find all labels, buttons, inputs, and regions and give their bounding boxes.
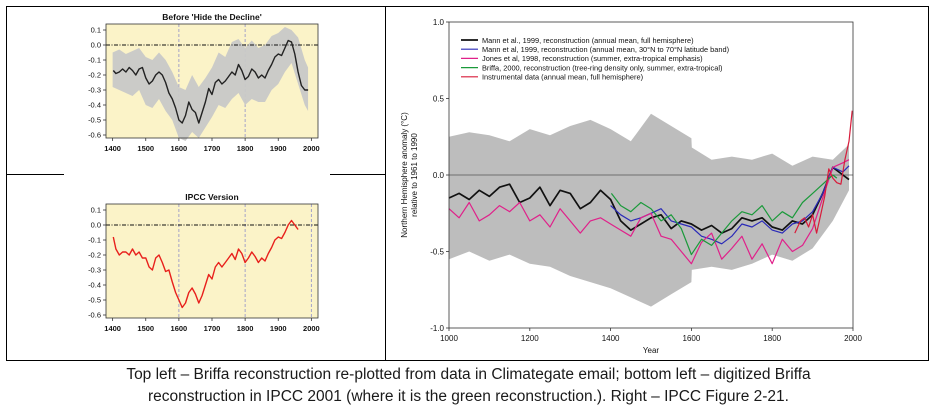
plot-background	[106, 204, 318, 318]
legend-label: Mann et al, 1999, reconstruction (annual…	[482, 45, 729, 54]
legend-label: Mann et al., 1999, reconstruction (annua…	[482, 36, 694, 45]
y-tick-label: -0.2	[88, 71, 101, 80]
x-tick-label: 2000	[303, 324, 320, 333]
y-tick-label: -0.1	[88, 236, 101, 245]
legend-label: Instrumental data (annual mean, full hem…	[482, 73, 643, 82]
x-tick-label: 1800	[237, 144, 254, 153]
series-line	[448, 166, 850, 234]
y-tick-label: -0.4	[88, 281, 101, 290]
x-tick-label: 1500	[137, 144, 154, 153]
caption-line-1: Top left – Briffa reconstruction re-plot…	[126, 366, 811, 383]
chart-ipcc-version: IPCC Version 0.1 0.0 -0.1 -0.2 -0.3 -0.4 -0.5 -0…	[88, 192, 320, 333]
x-tick-label: 1600	[171, 144, 188, 153]
y-tick-label: -0.5	[88, 296, 101, 305]
x-axis-label: Year	[643, 346, 660, 355]
y-tick-label: 0.5	[433, 95, 445, 104]
separator-right	[330, 174, 386, 175]
x-tick-label: 1200	[521, 334, 539, 343]
x-tick-label: 1700	[204, 324, 221, 333]
series-line	[610, 174, 838, 256]
variance-envelope	[112, 27, 309, 141]
x-tick-label: 1700	[204, 144, 221, 153]
figure-caption: Top left – Briffa reconstruction re-plot…	[0, 364, 937, 408]
figure-frame	[6, 6, 929, 361]
x-tick-label: 1800	[763, 334, 781, 343]
chart-title: IPCC Version	[185, 192, 238, 202]
y-tick-label: -0.5	[88, 116, 101, 125]
chart-before-hide-the-decline: Before 'Hide the Decline' 0.1 0.0 -0.1 -0.2 -…	[88, 12, 320, 153]
series-line	[112, 219, 299, 309]
y-axis-label: Northern Hemisphere anomaly (°C)	[400, 112, 409, 238]
y-tick-label: 0.1	[91, 26, 101, 35]
chart-title: Before 'Hide the Decline'	[162, 12, 261, 22]
y-tick-label: -0.6	[88, 131, 101, 140]
y-tick-label: -1.0	[430, 324, 444, 333]
x-tick-label: 1900	[270, 324, 287, 333]
y-tick-label: -0.4	[88, 101, 101, 110]
x-tick-label: 1500	[137, 324, 154, 333]
caption-line-2: reconstruction in IPCC 2001 (where it is…	[148, 388, 789, 405]
y-tick-label: -0.1	[88, 56, 101, 65]
x-tick-label: 1600	[171, 324, 188, 333]
x-tick-label: 2000	[303, 144, 320, 153]
y-tick-label: 1.0	[433, 18, 445, 27]
separator-left	[6, 174, 64, 175]
y-tick-label: 0.1	[91, 206, 101, 215]
y-tick-label: -0.2	[88, 251, 101, 260]
y-tick-label: 0.0	[433, 171, 445, 180]
y-tick-label: -0.3	[88, 266, 101, 275]
x-tick-label: 1000	[440, 334, 458, 343]
y-tick-label: -0.5	[430, 248, 444, 257]
x-tick-label: 1600	[683, 334, 701, 343]
x-tick-label: 1400	[104, 324, 121, 333]
series-line	[794, 110, 853, 234]
y-tick-label: 0.0	[91, 221, 101, 230]
x-tick-label: 1400	[104, 144, 121, 153]
series-line	[448, 159, 850, 265]
uncertainty-band	[449, 113, 849, 307]
panel-divider	[385, 6, 386, 361]
y-tick-label: -0.6	[88, 311, 101, 320]
x-tick-label: 1400	[602, 334, 620, 343]
chart-ipcc-figure-2-21: -1.0 -0.5 0.0 0.5 1.0 1000 1200 1400 1600 1800 200…	[400, 18, 862, 355]
x-tick-label: 1900	[270, 144, 287, 153]
legend-label: Jones et al, 1998, reconstruction (summe…	[482, 54, 703, 63]
y-axis-label-secondary: relative to 1961 to 1990	[410, 133, 419, 217]
y-tick-label: 0.0	[91, 41, 101, 50]
x-tick-label: 1800	[237, 324, 254, 333]
x-tick-label: 2000	[844, 334, 862, 343]
series-line	[112, 39, 309, 124]
y-tick-label: -0.3	[88, 86, 101, 95]
legend-label: Briffa, 2000, reconstruction (tree-ring …	[482, 63, 722, 72]
